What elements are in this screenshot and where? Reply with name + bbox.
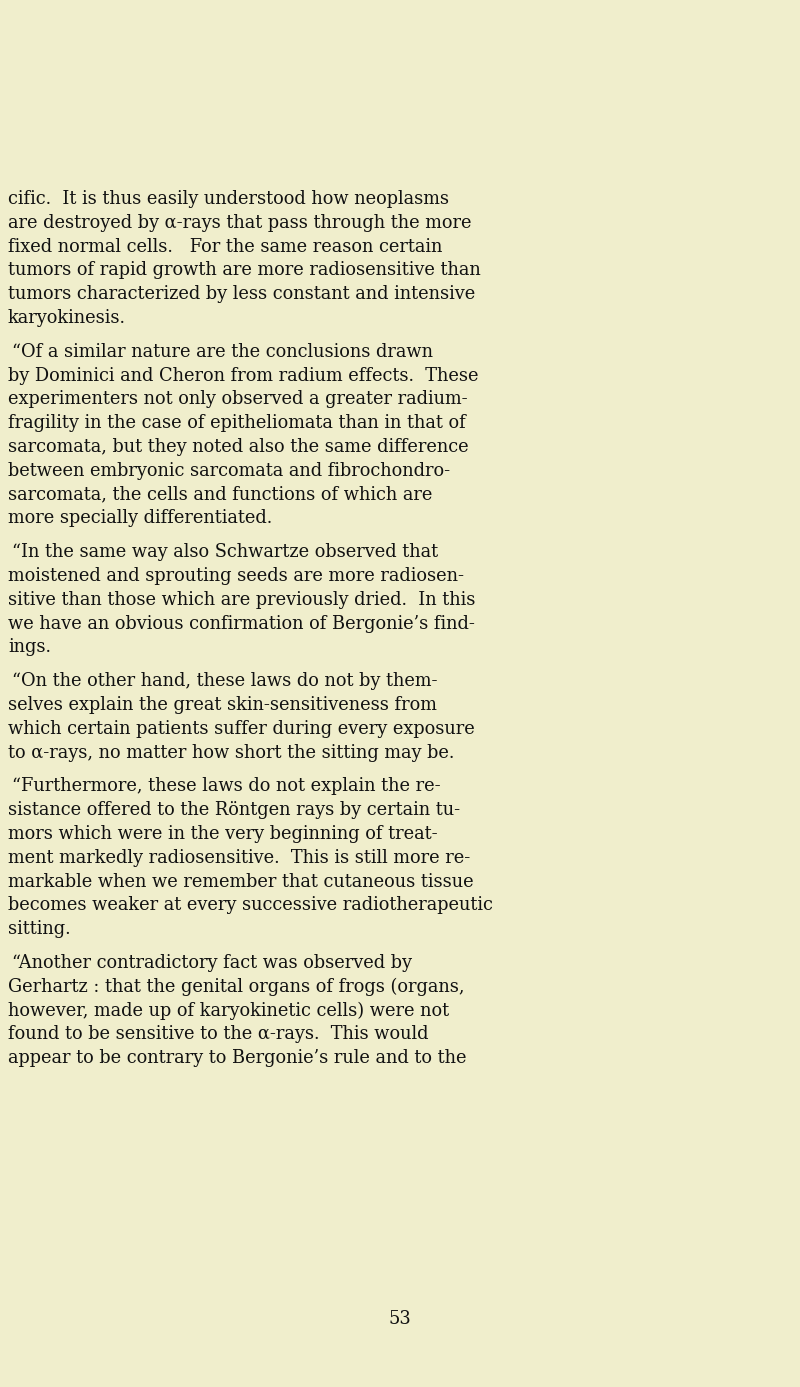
Text: found to be sensitive to the α-rays.  This would: found to be sensitive to the α-rays. Thi… xyxy=(8,1025,429,1043)
Text: karyokinesis.: karyokinesis. xyxy=(8,309,126,327)
Text: moistened and sprouting seeds are more radiosen-: moistened and sprouting seeds are more r… xyxy=(8,567,464,585)
Text: we have an obvious confirmation of Bergonie’s find-: we have an obvious confirmation of Bergo… xyxy=(8,614,475,632)
Text: tumors of rapid growth are more radiosensitive than: tumors of rapid growth are more radiosen… xyxy=(8,261,481,279)
Text: which certain patients suffer during every exposure: which certain patients suffer during eve… xyxy=(8,720,474,738)
Text: fragility in the case of epitheliomata than in that of: fragility in the case of epitheliomata t… xyxy=(8,415,466,433)
Text: ings.: ings. xyxy=(8,638,51,656)
Text: to α-rays, no matter how short the sitting may be.: to α-rays, no matter how short the sitti… xyxy=(8,743,454,761)
Text: sitting.: sitting. xyxy=(8,920,70,938)
Text: 53: 53 xyxy=(389,1309,411,1327)
Text: sitive than those which are previously dried.  In this: sitive than those which are previously d… xyxy=(8,591,475,609)
Text: “Of a similar nature are the conclusions drawn: “Of a similar nature are the conclusions… xyxy=(13,343,434,361)
Text: becomes weaker at every successive radiotherapeutic: becomes weaker at every successive radio… xyxy=(8,896,493,914)
Text: mors which were in the very beginning of treat-: mors which were in the very beginning of… xyxy=(8,825,438,843)
Text: “Another contradictory fact was observed by: “Another contradictory fact was observed… xyxy=(13,954,413,972)
Text: sarcomata, but they noted also the same difference: sarcomata, but they noted also the same … xyxy=(8,438,469,456)
Text: Gerhartz : that the genital organs of frogs (organs,: Gerhartz : that the genital organs of fr… xyxy=(8,978,465,996)
Text: sarcomata, the cells and functions of which are: sarcomata, the cells and functions of wh… xyxy=(8,485,432,503)
Text: are destroyed by α-rays that pass through the more: are destroyed by α-rays that pass throug… xyxy=(8,214,471,232)
Text: ment markedly radiosensitive.  This is still more re-: ment markedly radiosensitive. This is st… xyxy=(8,849,470,867)
Text: more specially differentiated.: more specially differentiated. xyxy=(8,509,272,527)
Text: markable when we remember that cutaneous tissue: markable when we remember that cutaneous… xyxy=(8,872,474,890)
Text: experimenters not only observed a greater radium-: experimenters not only observed a greate… xyxy=(8,390,468,408)
Text: between embryonic sarcomata and fibrochondro-: between embryonic sarcomata and fibrocho… xyxy=(8,462,450,480)
Text: cific.  It is thus easily understood how neoplasms: cific. It is thus easily understood how … xyxy=(8,190,449,208)
Text: “Furthermore, these laws do not explain the re-: “Furthermore, these laws do not explain … xyxy=(13,777,441,795)
Text: selves explain the great skin-sensitiveness from: selves explain the great skin-sensitiven… xyxy=(8,696,437,714)
Text: however, made up of karyokinetic cells) were not: however, made up of karyokinetic cells) … xyxy=(8,1001,449,1019)
Text: fixed normal cells.   For the same reason certain: fixed normal cells. For the same reason … xyxy=(8,237,442,255)
Text: appear to be contrary to Bergonie’s rule and to the: appear to be contrary to Bergonie’s rule… xyxy=(8,1049,466,1067)
Text: sistance offered to the Röntgen rays by certain tu-: sistance offered to the Röntgen rays by … xyxy=(8,802,460,820)
Text: “On the other hand, these laws do not by them-: “On the other hand, these laws do not by… xyxy=(13,673,438,691)
Text: “In the same way also Schwartze observed that: “In the same way also Schwartze observed… xyxy=(13,544,438,562)
Text: tumors characterized by less constant and intensive: tumors characterized by less constant an… xyxy=(8,286,475,304)
Text: by Dominici and Cheron from radium effects.  These: by Dominici and Cheron from radium effec… xyxy=(8,366,478,384)
